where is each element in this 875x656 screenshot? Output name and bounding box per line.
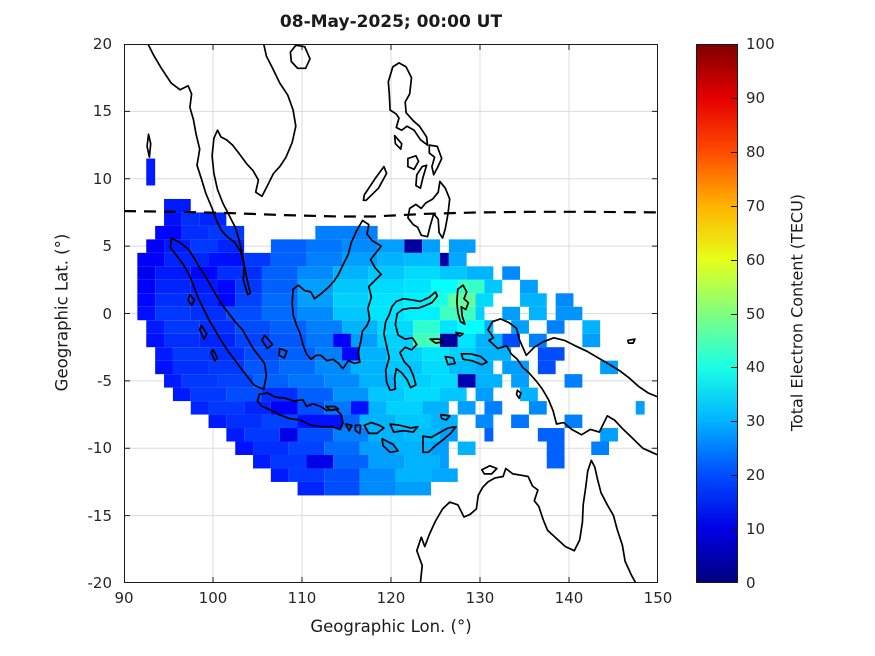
coastline-sumba [381, 437, 399, 454]
colorbar-tick-mark [731, 206, 737, 207]
coastline-melville [480, 464, 498, 475]
coastline-bali [344, 423, 353, 432]
coastline-sula [429, 338, 445, 344]
coastline-sulawesi [383, 291, 439, 392]
coastline-sumbawa [363, 421, 385, 435]
x-tick-label: 90 [114, 589, 134, 607]
colorbar-tick-label: 100 [746, 35, 775, 53]
coastline-aru [515, 389, 522, 400]
coastline-lombok [354, 424, 362, 435]
coastline-madura [325, 405, 340, 412]
colorbar-tick-mark [731, 260, 737, 261]
coastline-siberut [198, 324, 208, 340]
coastlines [146, 44, 658, 583]
colorbar-tick-label: 30 [746, 412, 766, 431]
colorbar-tick-mark [731, 421, 737, 422]
coastline-wetar [439, 413, 451, 421]
colorbar-tick-mark [731, 529, 737, 530]
axis-ticks [124, 44, 658, 583]
y-tick-label: 10 [92, 169, 112, 188]
coastline-hainan [289, 44, 311, 70]
coastline-borneo [291, 219, 383, 370]
y-tick-label: -10 [87, 439, 113, 458]
colorbar-tick-mark [731, 367, 737, 368]
coastline-flores [389, 423, 419, 433]
coastline-luzon [387, 62, 429, 146]
colorbar-tick-label: 90 [746, 88, 766, 107]
y-tick-label: 0 [102, 304, 112, 323]
colorbar-tick-label: 80 [746, 142, 766, 161]
coastline-mindanao [407, 180, 451, 239]
coastline-timor [422, 425, 457, 454]
x-tick-label: 100 [198, 589, 228, 607]
coastline-samar-leyte [428, 144, 443, 176]
magnetic-equator-line [124, 210, 658, 218]
coastline-manus [626, 338, 636, 344]
colorbar-tick-label: 70 [746, 196, 766, 215]
y-tick-label: -15 [87, 506, 113, 525]
coastline-nias [187, 293, 196, 307]
colorbar-tick-mark [731, 152, 737, 153]
colorbar-tick-label: 60 [746, 250, 766, 269]
x-tick-label: 140 [554, 589, 584, 607]
figure-title: 08-May-2025; 00:00 UT [279, 12, 503, 32]
colorbar-tick-mark [731, 475, 737, 476]
x-tick-label: 110 [287, 589, 317, 607]
coastline-halmahera [456, 284, 470, 326]
colorbar-label: Total Electron Content (TECU) [787, 193, 807, 432]
colorbar-tick-label: 20 [746, 466, 766, 485]
colorbar-tick-label: 0 [746, 574, 756, 592]
coastline-mindoro [393, 134, 403, 150]
coastline-obi [455, 331, 464, 338]
colorbar-tick-mark [731, 98, 737, 99]
coastline-java [256, 392, 344, 431]
x-tick-label: 120 [376, 589, 406, 607]
coastline-palawan [362, 165, 388, 202]
coastline-indochina-malay-peninsula [147, 44, 297, 296]
x-tick-label: 150 [643, 589, 673, 607]
y-tick-label: -20 [87, 574, 113, 592]
x-axis-label: Geographic Lon. (°) [310, 617, 472, 636]
coastline-sumatra [169, 237, 268, 390]
tec-cells [137, 158, 645, 496]
y-tick-label: -5 [97, 371, 112, 390]
coastline-buru [444, 355, 456, 366]
coastline-australia [415, 459, 637, 583]
y-tick-label: 20 [92, 35, 112, 53]
coastline-panay [407, 154, 420, 171]
coastline-negros-cebu [415, 164, 428, 190]
coastline-new-guinea [487, 318, 658, 456]
coastline-seram [460, 353, 488, 366]
coastline-belitung [278, 347, 288, 359]
colorbar-tick-mark [731, 314, 737, 315]
map-plot-area [124, 44, 658, 583]
y-tick-label: 5 [102, 237, 112, 256]
colorbar-tick-label: 10 [746, 520, 766, 539]
coastline-pagai [210, 349, 219, 362]
coastline-bangka [261, 334, 274, 350]
colorbar [696, 44, 738, 583]
y-tick-label: 15 [92, 102, 112, 121]
x-tick-label: 130 [465, 589, 495, 607]
y-axis-label: Geographic Lat. (°) [52, 233, 72, 392]
coastline-andaman-islands [146, 133, 152, 159]
colorbar-tick-label: 40 [746, 358, 766, 377]
colorbar-tick-label: 50 [746, 304, 766, 323]
